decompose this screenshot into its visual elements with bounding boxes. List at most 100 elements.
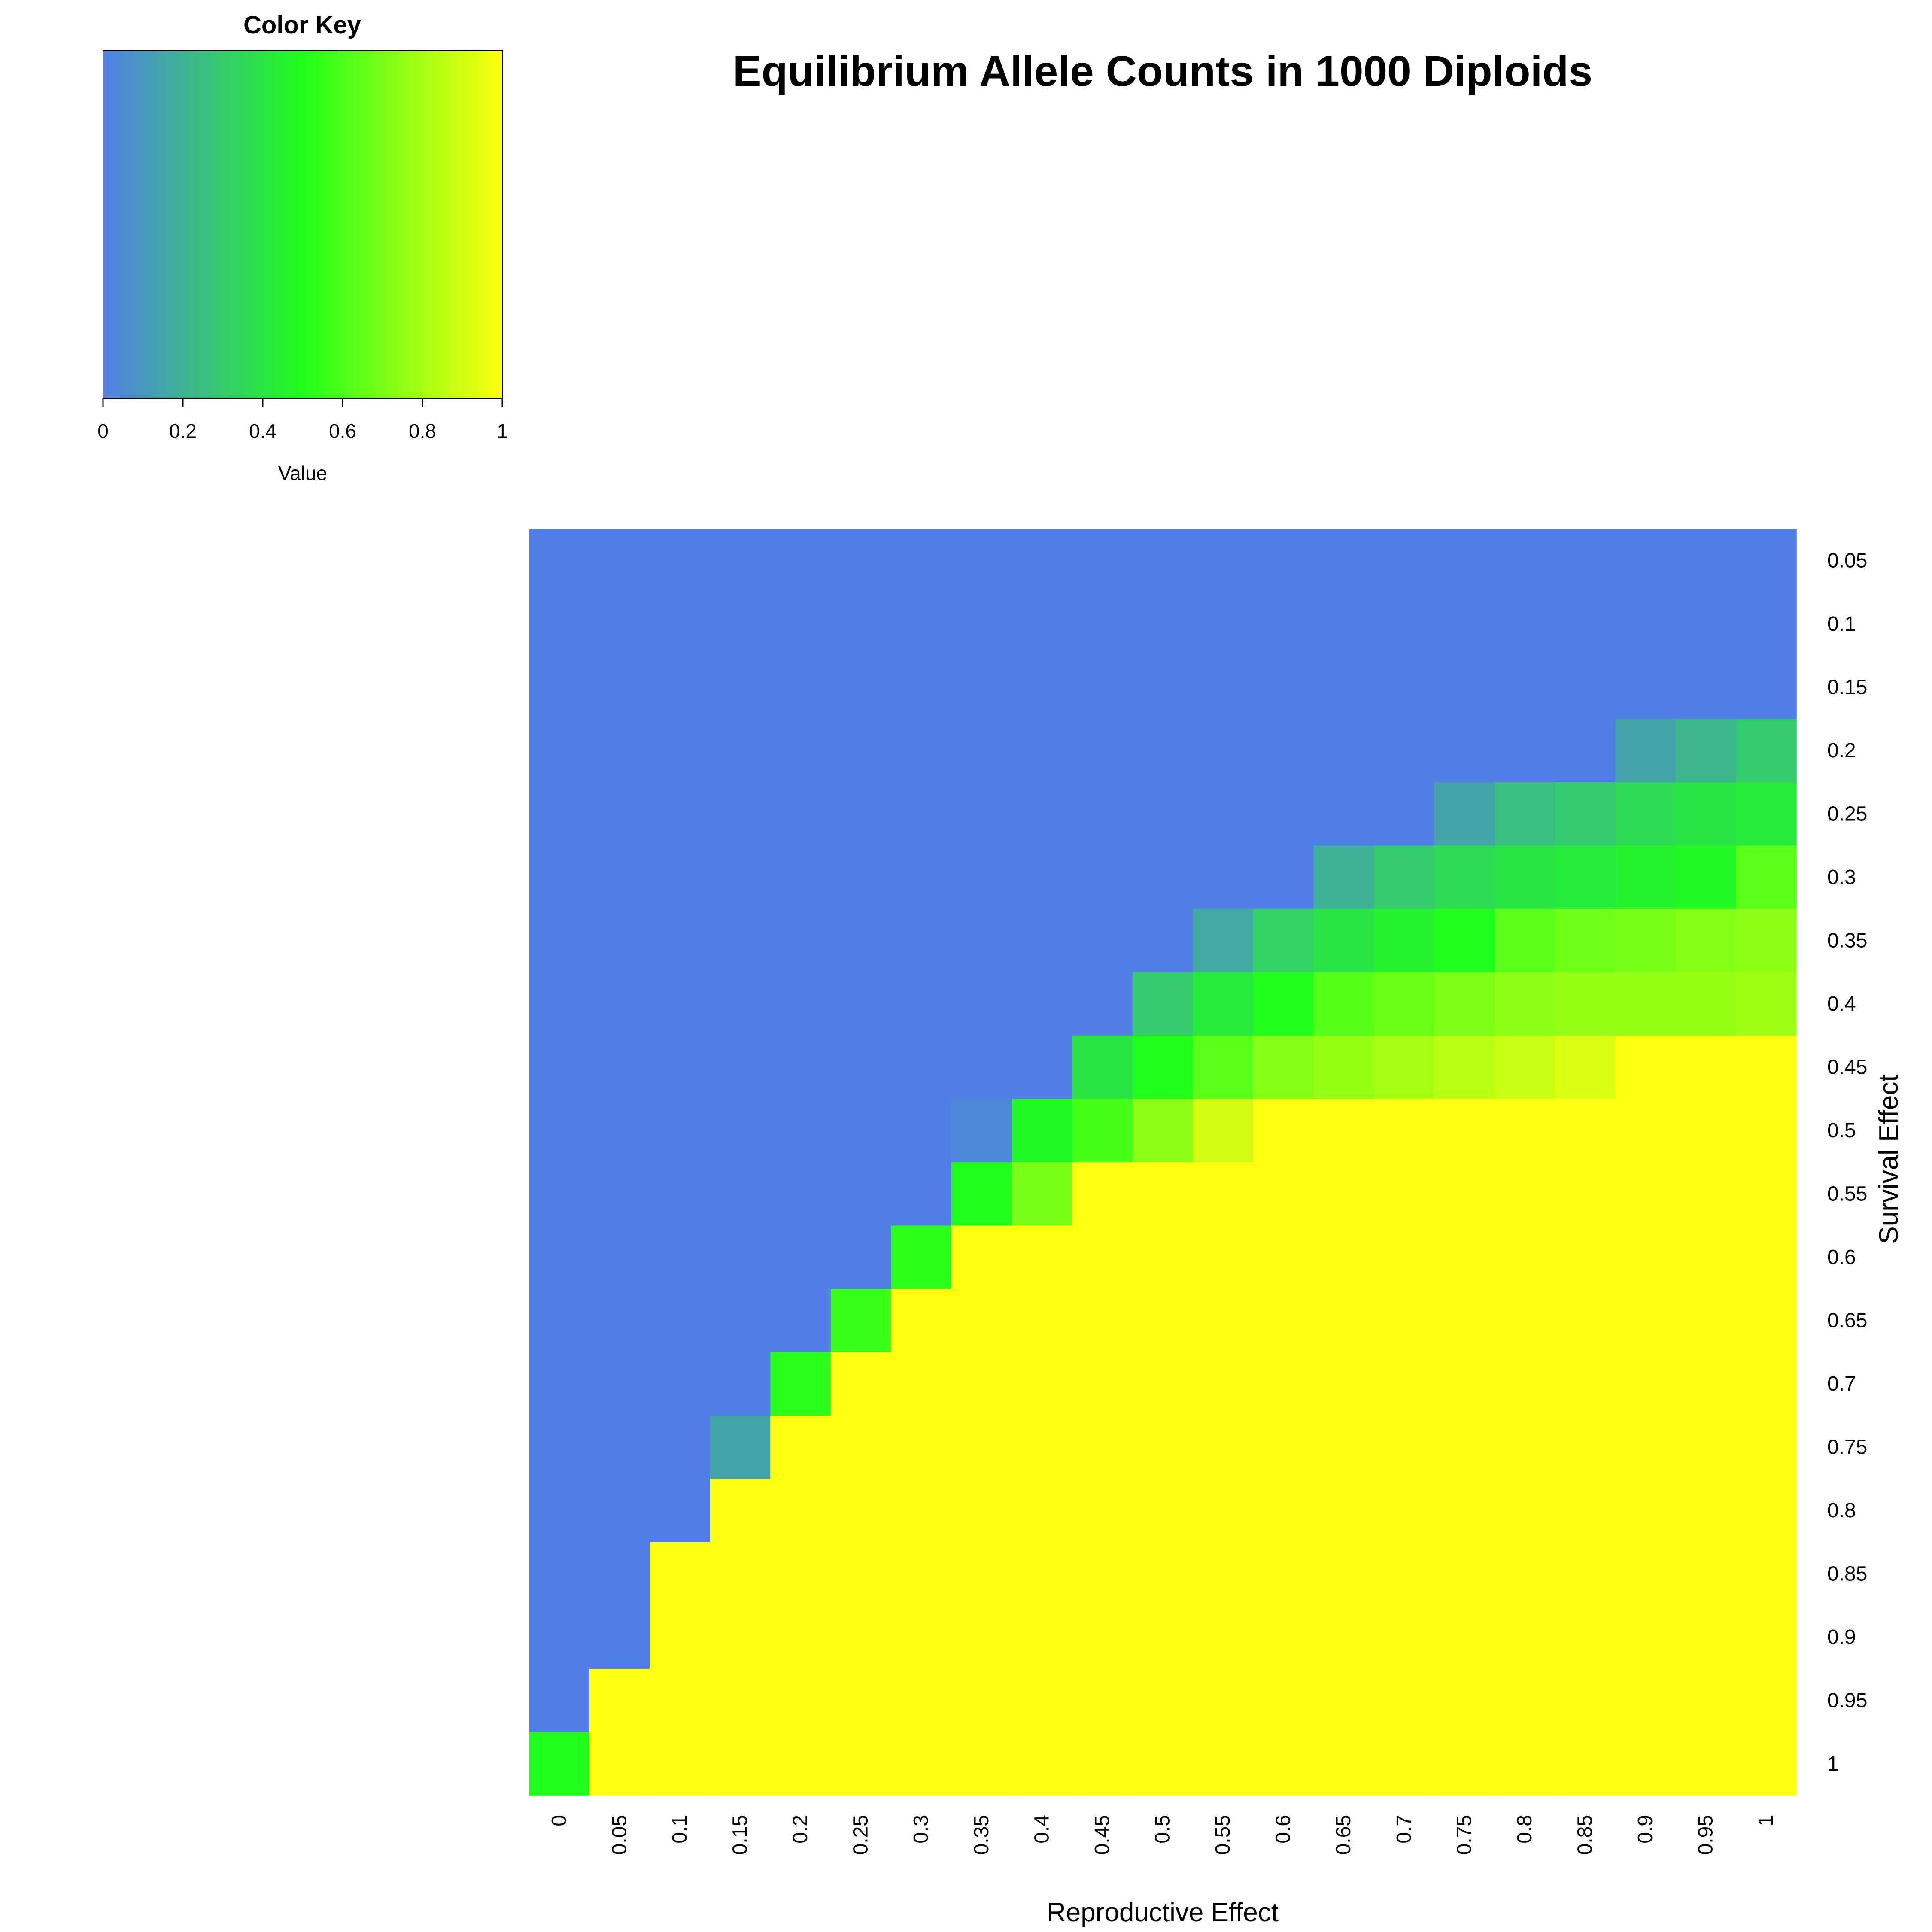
- heatmap-cell: [891, 1099, 952, 1163]
- heatmap-cell: [951, 592, 1012, 656]
- heatmap-cell: [1253, 1099, 1314, 1163]
- heatmap-cell: [1132, 719, 1194, 783]
- heatmap-cell: [770, 1416, 831, 1479]
- heatmap-cell: [650, 656, 711, 720]
- heatmap-cell: [650, 529, 711, 593]
- heatmap-cell: [830, 1669, 892, 1733]
- heatmap-cell: [1736, 656, 1797, 720]
- color-key-ticks: 0 0.2 0.4 0.6 0.8 1: [97, 398, 508, 442]
- heatmap-cell: [529, 656, 590, 720]
- heatmap-cell: [1736, 1162, 1797, 1226]
- heatmap-cell: [1615, 1099, 1676, 1163]
- heatmap-cell: [1193, 592, 1254, 656]
- heatmap-cell: [1555, 1162, 1616, 1226]
- heatmap-cell: [951, 656, 1012, 720]
- y-tick-label: 0.2: [1827, 739, 1856, 762]
- heatmap-cell: [650, 909, 711, 973]
- heatmap-cell: [830, 909, 892, 973]
- heatmap-cell: [891, 592, 952, 656]
- heatmap-cell: [1736, 1036, 1797, 1100]
- heatmap-cell: [529, 719, 590, 783]
- heatmap-cell: [1132, 1542, 1194, 1606]
- heatmap-cell: [1736, 1479, 1797, 1543]
- heatmap-cell: [589, 1605, 650, 1669]
- y-tick-labels: 0.05 0.1 0.15 0.2 0.25 0.3 0.35 0.4 0.45 0.5 0.55 0…: [1827, 549, 1867, 1775]
- y-tick-label: 0.05: [1827, 549, 1867, 572]
- heatmap-cell: [1193, 656, 1254, 720]
- heatmap-cell: [1193, 909, 1254, 973]
- heatmap-cell: [1193, 1352, 1254, 1416]
- heatmap-cell: [1736, 1416, 1797, 1479]
- heatmap-cell: [529, 1732, 590, 1796]
- heatmap-cell: [830, 1225, 892, 1289]
- heatmap-cell: [1193, 1669, 1254, 1733]
- heatmap-cell: [951, 1099, 1012, 1163]
- heatmap-cell: [891, 1669, 952, 1733]
- heatmap-cell: [1675, 845, 1737, 909]
- heatmap-cell: [770, 1225, 831, 1289]
- heatmap-cell: [1072, 719, 1133, 783]
- heatmap-cell: [1072, 1289, 1133, 1353]
- heatmap-cell: [1012, 1732, 1072, 1796]
- heatmap-cell: [710, 1099, 771, 1163]
- heatmap-cell: [1555, 1416, 1616, 1479]
- x-tick-label: 0: [548, 1815, 571, 1826]
- heatmap-cell: [650, 1162, 711, 1226]
- heatmap-cell: [1374, 909, 1435, 973]
- heatmap-cell: [589, 1669, 650, 1733]
- heatmap-cell: [589, 1732, 650, 1796]
- heatmap-cell: [1313, 845, 1374, 909]
- heatmap-cell: [891, 1416, 952, 1479]
- heatmap-cell: [710, 1732, 771, 1796]
- heatmap-cell: [770, 909, 831, 973]
- heatmap-cell: [1736, 1542, 1797, 1606]
- heatmap-cell: [1555, 592, 1616, 656]
- heatmap-cell: [1072, 1162, 1133, 1226]
- heatmap-cell: [1736, 1099, 1797, 1163]
- heatmap-cell: [951, 1732, 1012, 1796]
- heatmap-cell: [1072, 1225, 1133, 1289]
- heatmap-cell: [589, 1416, 650, 1479]
- heatmap-cell: [770, 1479, 831, 1543]
- heatmap-cell: [891, 972, 952, 1036]
- heatmap-cell: [1495, 1225, 1555, 1289]
- heatmap-cell: [830, 719, 892, 783]
- heatmap-cell: [1675, 1416, 1737, 1479]
- heatmap-cell: [1253, 1669, 1314, 1733]
- heatmap-cell: [1132, 1162, 1194, 1226]
- heatmap-cell: [770, 656, 831, 720]
- heatmap-cell: [1374, 1099, 1435, 1163]
- x-tick-label: 0.65: [1332, 1815, 1355, 1855]
- heatmap-cell: [650, 1479, 711, 1543]
- heatmap-cell: [1072, 1542, 1133, 1606]
- heatmap-cell: [1675, 1289, 1737, 1353]
- heatmap-cell: [891, 1225, 952, 1289]
- heatmap-cell: [1434, 1099, 1495, 1163]
- heatmap-cell: [650, 845, 711, 909]
- y-tick-label: 0.35: [1827, 929, 1867, 952]
- heatmap-cells: [529, 529, 1797, 1796]
- heatmap-cell: [1253, 1605, 1314, 1669]
- heatmap-cell: [1253, 529, 1314, 593]
- heatmap-cell: [1012, 592, 1072, 656]
- heatmap-cell: [1434, 1162, 1495, 1226]
- color-key-tick-label: 0.6: [329, 420, 356, 442]
- heatmap-cell: [1555, 782, 1616, 846]
- heatmap-cell: [770, 719, 831, 783]
- heatmap-cell: [951, 1479, 1012, 1543]
- heatmap-cell: [951, 1289, 1012, 1353]
- x-tick-label: 0.45: [1091, 1815, 1114, 1855]
- heatmap-cell: [710, 1542, 771, 1606]
- heatmap-cell: [1253, 1542, 1314, 1606]
- heatmap-cell: [1012, 972, 1072, 1036]
- heatmap-cell: [951, 1605, 1012, 1669]
- heatmap-cell: [1434, 1669, 1495, 1733]
- heatmap-cell: [770, 529, 831, 593]
- heatmap-cell: [1132, 1289, 1194, 1353]
- heatmap-cell: [770, 1289, 831, 1353]
- heatmap-cell: [1374, 1732, 1435, 1796]
- heatmap-cell: [1072, 1036, 1133, 1100]
- x-tick-label: 0.95: [1695, 1815, 1717, 1855]
- heatmap-cell: [1675, 719, 1737, 783]
- heatmap-cell: [710, 1036, 771, 1100]
